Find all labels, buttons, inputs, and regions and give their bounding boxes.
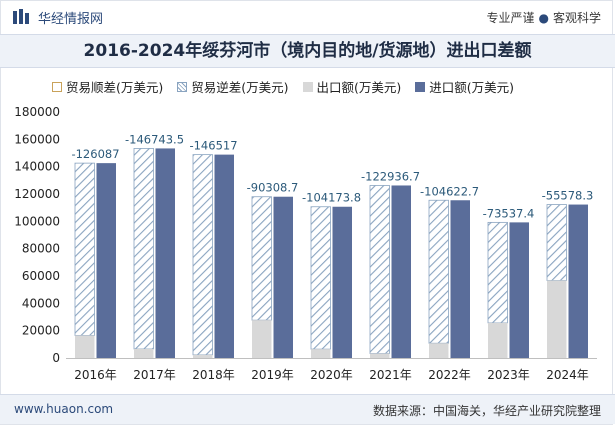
y-tick-label: 20000 bbox=[22, 324, 60, 338]
site-link[interactable]: www.huaon.com bbox=[14, 402, 114, 416]
legend-item-surplus: 贸易顺差(万美元) bbox=[52, 77, 163, 96]
deficit-bar bbox=[310, 206, 331, 350]
legend-swatch-surplus bbox=[52, 81, 62, 92]
import-bar bbox=[273, 196, 293, 358]
deficit-data-label: -55578.3 bbox=[542, 189, 594, 203]
export-bar bbox=[134, 348, 154, 358]
x-tick-label: 2024年 bbox=[546, 368, 589, 382]
footer: www.huaon.com 数据来源：中国海关，华经产业研究院整理 bbox=[0, 394, 615, 424]
import-bar bbox=[450, 200, 470, 358]
y-tick-label: 180000 bbox=[14, 105, 60, 119]
y-tick-label: 160000 bbox=[14, 132, 60, 146]
deficit-data-label: -104173.8 bbox=[302, 191, 361, 205]
deficit-data-label: -126087 bbox=[71, 147, 119, 161]
deficit-data-label: -104622.7 bbox=[420, 184, 479, 198]
import-bar bbox=[568, 204, 588, 358]
y-tick-label: 0 bbox=[52, 351, 60, 365]
export-bar bbox=[547, 280, 567, 358]
chart-title: 2016-2024年绥芬河市（境内目的地/货源地）进出口差额 bbox=[0, 34, 615, 68]
deficit-data-label: -90308.7 bbox=[247, 181, 299, 195]
x-tick-label: 2021年 bbox=[369, 368, 412, 382]
x-tick-label: 2016年 bbox=[74, 368, 117, 382]
import-bar bbox=[509, 222, 529, 358]
y-tick-label: 140000 bbox=[14, 160, 60, 174]
deficit-bar bbox=[251, 196, 272, 321]
deficit-bar bbox=[428, 199, 449, 344]
x-tick-label: 2019年 bbox=[251, 368, 294, 382]
export-bar bbox=[488, 322, 508, 358]
deficit-data-label: -73537.4 bbox=[483, 206, 535, 220]
export-bar bbox=[193, 354, 213, 358]
deficit-data-label: -122936.7 bbox=[361, 169, 420, 183]
x-tick-label: 2018年 bbox=[192, 368, 235, 382]
top-bar: 华经情报网 专业严谨 ● 客观科学 bbox=[0, 0, 615, 34]
export-bar bbox=[252, 320, 272, 358]
legend-label-deficit: 贸易逆差(万美元) bbox=[191, 80, 289, 95]
legend-label-surplus: 贸易顺差(万美元) bbox=[66, 80, 164, 95]
brand-name: 华经情报网 bbox=[38, 11, 104, 27]
legend: 贸易顺差(万美元) 贸易逆差(万美元) 出口额(万美元) 进口额(万美元) bbox=[52, 77, 528, 96]
legend-label-import: 进口额(万美元) bbox=[429, 80, 515, 95]
import-bar bbox=[391, 185, 411, 358]
export-bar bbox=[311, 349, 331, 358]
import-bar bbox=[214, 154, 234, 358]
import-bar bbox=[155, 148, 175, 358]
deficit-bar bbox=[192, 154, 213, 356]
y-tick-label: 120000 bbox=[14, 187, 60, 201]
x-tick-label: 2022年 bbox=[428, 368, 471, 382]
slogan-right: 客观科学 bbox=[552, 11, 601, 25]
data-source: 数据来源：中国海关，华经产业研究院整理 bbox=[372, 404, 601, 418]
export-bar bbox=[75, 335, 95, 358]
deficit-bar bbox=[133, 148, 154, 350]
legend-swatch-export bbox=[302, 81, 313, 92]
y-tick-label: 80000 bbox=[22, 242, 60, 256]
x-tick-label: 2017年 bbox=[133, 368, 176, 382]
slogan-left: 专业严谨 bbox=[486, 11, 535, 25]
deficit-bar bbox=[487, 221, 508, 324]
y-tick-label: 60000 bbox=[22, 269, 60, 283]
deficit-bar bbox=[369, 185, 390, 354]
deficit-data-label: -146743.5 bbox=[125, 132, 184, 146]
deficit-bar bbox=[74, 162, 95, 336]
legend-item-import: 进口额(万美元) bbox=[415, 77, 514, 96]
export-bar bbox=[429, 343, 449, 358]
import-bar bbox=[96, 163, 116, 358]
deficit-data-label: -146517 bbox=[189, 139, 237, 153]
import-bar bbox=[332, 206, 352, 358]
y-tick-label: 100000 bbox=[14, 214, 60, 228]
deficit-bar bbox=[546, 204, 567, 281]
brand-logo-icon bbox=[13, 9, 29, 24]
slogan-separator: ● bbox=[538, 11, 549, 25]
slogan: 专业严谨 ● 客观科学 bbox=[486, 9, 601, 26]
x-tick-label: 2020年 bbox=[310, 368, 353, 382]
legend-label-export: 出口额(万美元) bbox=[316, 80, 402, 95]
x-tick-label: 2023年 bbox=[487, 368, 530, 382]
y-tick-label: 40000 bbox=[22, 296, 60, 310]
brand[interactable]: 华经情报网 bbox=[12, 6, 103, 28]
legend-swatch-import bbox=[415, 81, 426, 92]
legend-swatch-deficit bbox=[177, 81, 188, 92]
legend-item-export: 出口额(万美元) bbox=[302, 77, 402, 96]
export-bar bbox=[370, 353, 390, 358]
legend-item-deficit: 贸易逆差(万美元) bbox=[177, 77, 289, 96]
